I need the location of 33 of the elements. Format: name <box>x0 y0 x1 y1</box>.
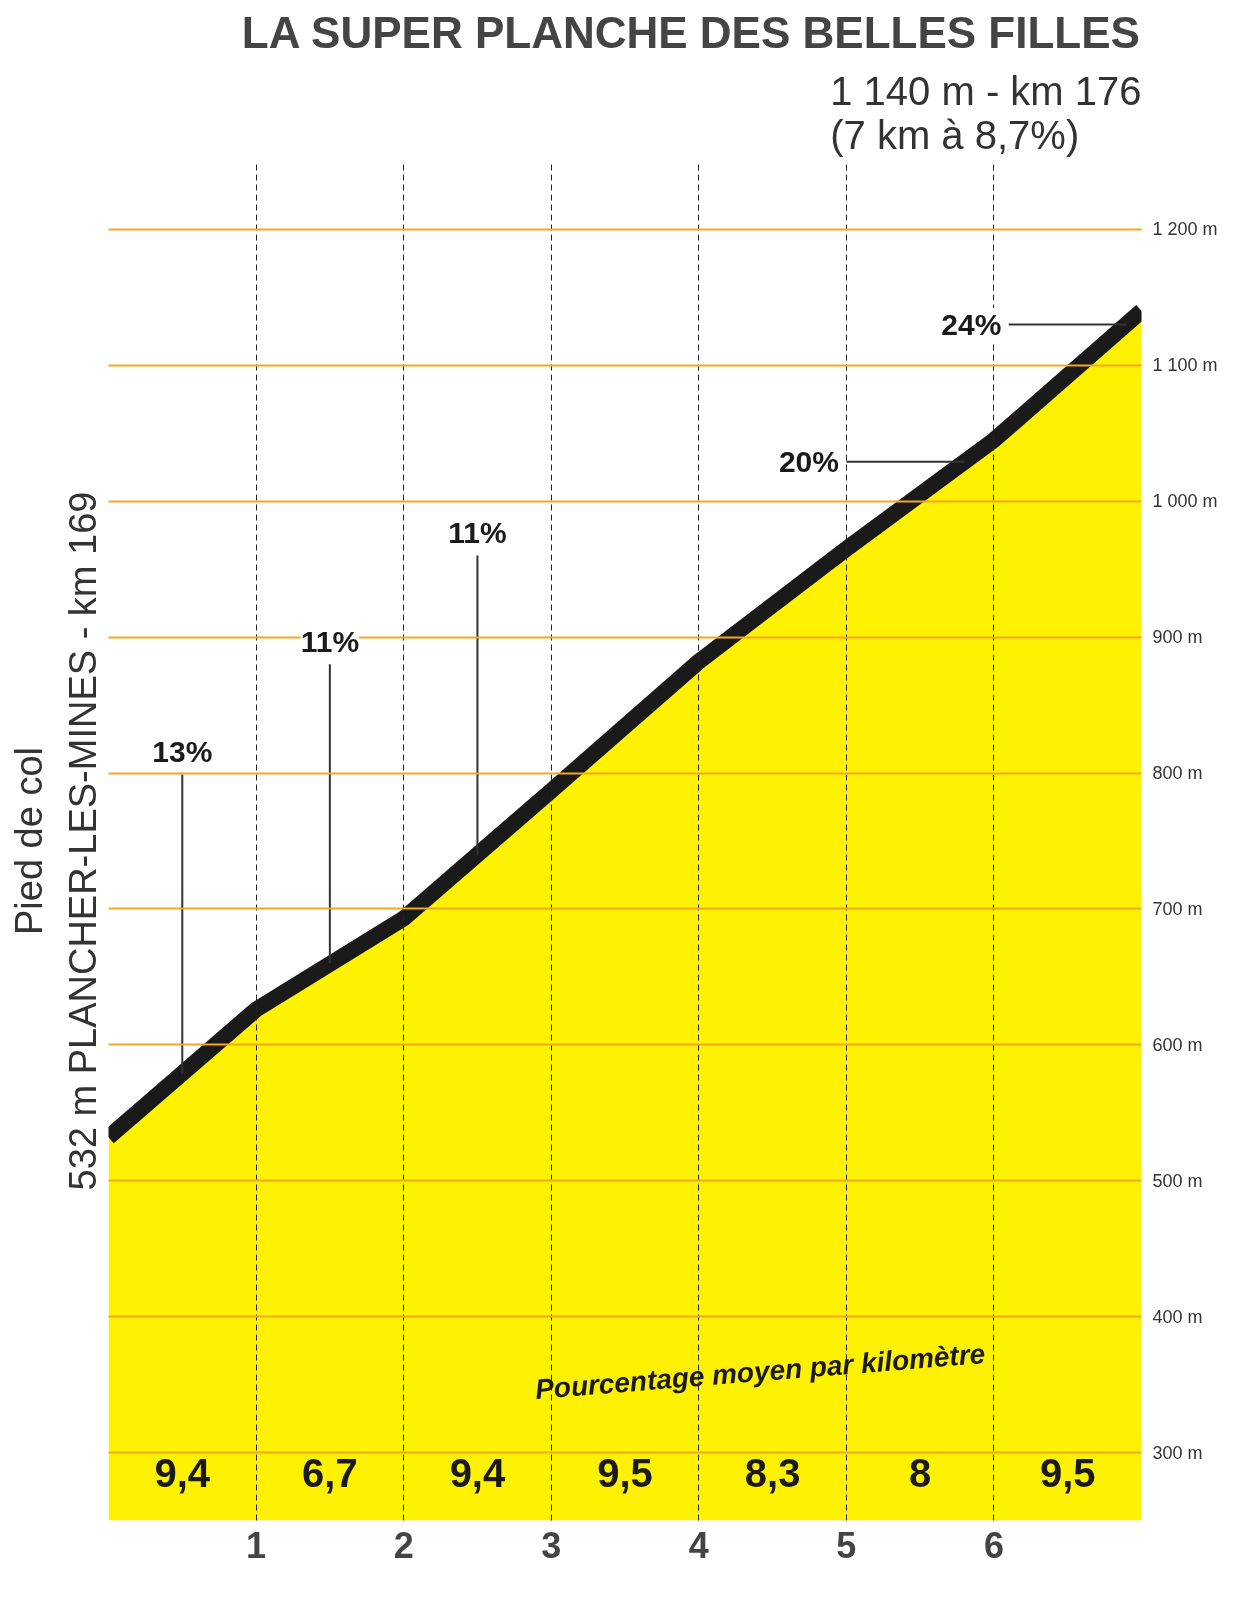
y-tick-label: 500 m <box>1152 1170 1203 1191</box>
annotation: 9,5 <box>1039 1450 1096 1495</box>
x-tick-label: 3 <box>541 1524 562 1566</box>
annotation: 8 <box>909 1450 932 1495</box>
annotation: 24% <box>941 308 1002 342</box>
annotation: 11% <box>448 515 507 549</box>
annotation: 9,4 <box>449 1450 506 1495</box>
annotation: 13% <box>152 734 213 768</box>
x-tick-label: 4 <box>688 1524 709 1566</box>
annotation: Pourcentage moyen par kilomètre <box>533 1338 987 1405</box>
annotation: 20% <box>778 445 839 479</box>
y-tick-label: 800 m <box>1152 763 1203 784</box>
annotation: 9,4 <box>154 1450 211 1495</box>
annotation: 11% <box>300 624 360 658</box>
x-tick-label: 1 <box>246 1524 267 1566</box>
y-tick-label: 700 m <box>1152 898 1203 919</box>
y-tick-label: 1 000 m <box>1152 491 1218 512</box>
y-tick-label: 400 m <box>1152 1306 1203 1327</box>
annotation: 6,7 <box>302 1450 358 1495</box>
y-tick-label: 1 200 m <box>1152 219 1218 240</box>
x-tick-label: 6 <box>983 1524 1004 1566</box>
chart-title: LA SUPER PLANCHE DES BELLES FILLES <box>241 7 1140 57</box>
x-tick-label: 2 <box>393 1524 414 1566</box>
chart-subtitle: 1 140 m - km 176 (7 km à 8,7%) <box>830 68 1142 157</box>
y-tick-label: 300 m <box>1152 1442 1203 1463</box>
text: Pied de col <box>7 746 50 936</box>
y-tick-label: 900 m <box>1152 627 1203 648</box>
annotation: 9,5 <box>597 1450 653 1495</box>
annotation: 8,3 <box>744 1450 801 1495</box>
x-tick-label: 5 <box>836 1524 857 1566</box>
y-tick-label: 600 m <box>1152 1034 1203 1055</box>
text: 532 m PLANCHER-LES-MINES - km 169 <box>61 491 104 1191</box>
y-tick-label: 1 100 m <box>1152 355 1218 376</box>
